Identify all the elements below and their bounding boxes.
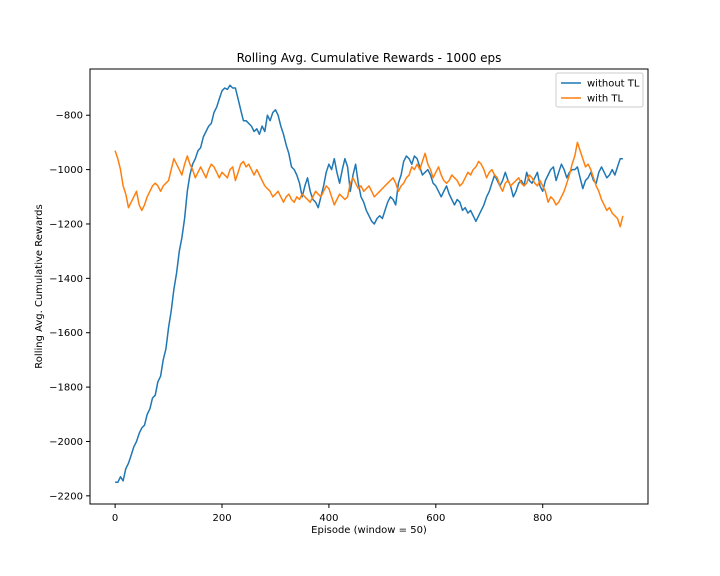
- legend: without TL with TL: [555, 72, 644, 108]
- x-axis-ticks: 0 200 400 600 800: [112, 504, 552, 524]
- y-tick-label: −2200: [49, 491, 83, 502]
- plot-background: [90, 69, 648, 504]
- chart-title: Rolling Avg. Cumulative Rewards - 1000 e…: [237, 51, 502, 65]
- y-tick-label: −1800: [49, 383, 83, 394]
- y-tick-label: −2000: [49, 437, 83, 448]
- y-tick-label: −1400: [49, 274, 83, 285]
- y-tick-label: −1200: [49, 219, 83, 230]
- x-tick-label: 800: [533, 513, 552, 524]
- series-layer: [114, 84, 624, 484]
- x-tick-label: 600: [426, 513, 445, 524]
- y-tick-label: −800: [56, 111, 83, 122]
- series-line-2: [114, 141, 624, 228]
- x-tick-label: 200: [212, 513, 231, 524]
- series-line-1: [115, 84, 623, 484]
- y-tick-label: −1600: [49, 328, 83, 339]
- x-axis-label: Episode (window = 50): [311, 525, 427, 536]
- legend-label: with TL: [587, 94, 624, 105]
- y-tick-label: −1000: [49, 165, 83, 176]
- x-tick-label: 400: [319, 513, 338, 524]
- legend-label: without TL: [587, 79, 640, 90]
- y-axis-label: Rolling Avg. Cumulative Rewards: [34, 204, 45, 368]
- y-axis-ticks: −800 −1000 −1200 −1400 −1600 −1800 −2000 −2200: [49, 111, 90, 502]
- x-tick-label: 0: [112, 513, 118, 524]
- plot-frame: [89, 68, 649, 505]
